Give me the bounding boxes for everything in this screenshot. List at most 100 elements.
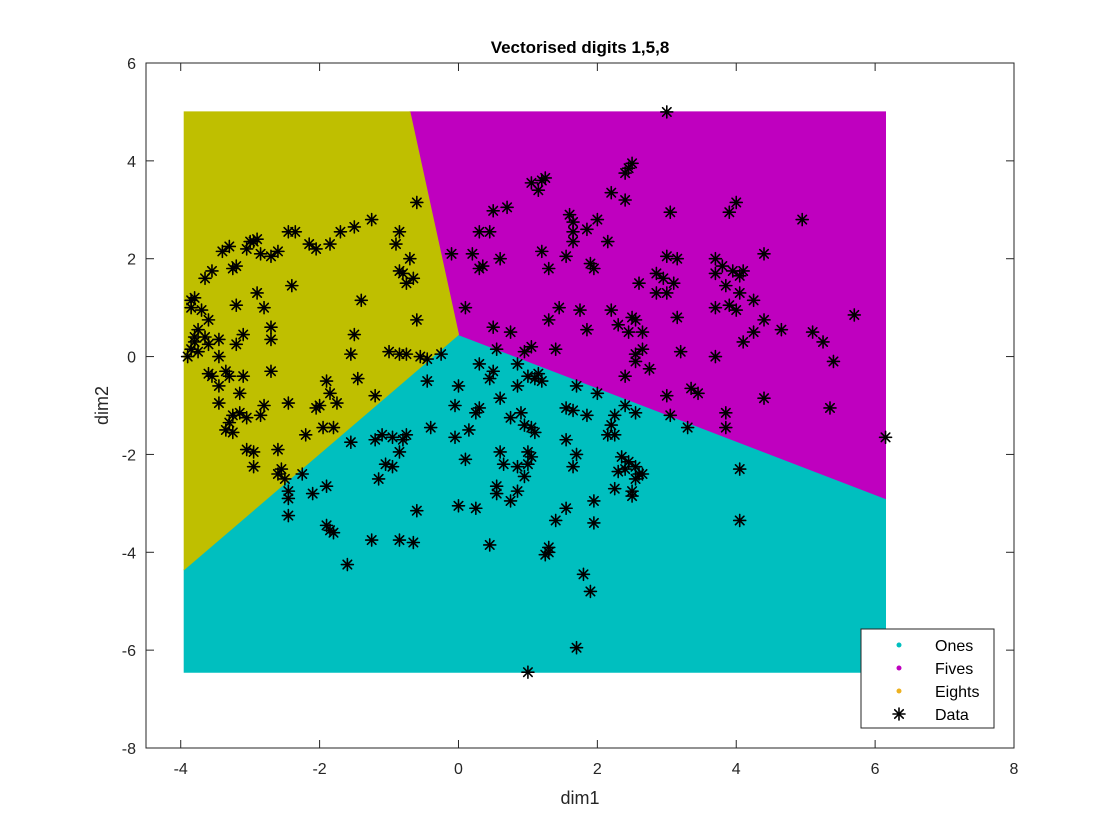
data-point xyxy=(628,313,643,327)
data-point xyxy=(635,467,650,481)
data-point xyxy=(628,406,643,420)
data-point xyxy=(319,374,334,388)
y-axis-label: dim2 xyxy=(92,386,112,425)
data-point xyxy=(278,472,292,486)
data-point xyxy=(406,535,421,550)
data-points xyxy=(180,105,893,679)
data-point xyxy=(489,486,504,501)
data-point xyxy=(732,462,747,476)
data-point xyxy=(482,538,497,552)
data-point xyxy=(271,442,285,457)
data-point xyxy=(878,430,893,445)
data-point xyxy=(590,212,605,227)
data-point xyxy=(621,454,636,469)
data-point xyxy=(528,425,542,440)
data-point xyxy=(184,300,198,315)
data-point xyxy=(281,508,296,523)
data-point xyxy=(708,349,723,364)
legend-marker-fives xyxy=(896,665,902,671)
data-point xyxy=(489,479,504,494)
data-point xyxy=(347,327,362,342)
data-point xyxy=(722,205,737,220)
data-point xyxy=(253,408,268,423)
data-point xyxy=(222,369,237,383)
data-point xyxy=(201,337,216,352)
data-point xyxy=(410,503,424,518)
data-point xyxy=(392,264,407,278)
data-point xyxy=(448,398,462,413)
data-point xyxy=(670,310,685,325)
data-point xyxy=(587,494,601,508)
data-point xyxy=(420,352,435,366)
data-point xyxy=(632,276,646,290)
data-point xyxy=(719,406,733,420)
data-point xyxy=(486,320,501,335)
data-point xyxy=(541,313,556,327)
data-point xyxy=(607,408,622,423)
data-point xyxy=(566,403,580,418)
data-point xyxy=(500,200,514,215)
data-point xyxy=(410,313,424,327)
data-point xyxy=(618,369,632,383)
data-point xyxy=(281,484,296,498)
data-point xyxy=(486,203,501,218)
data-point xyxy=(205,369,219,383)
data-point xyxy=(732,269,747,283)
data-point xyxy=(535,173,549,188)
data-point xyxy=(757,391,771,405)
data-point xyxy=(264,320,278,335)
data-point xyxy=(340,557,355,572)
data-point xyxy=(607,481,622,496)
data-point xyxy=(642,362,657,376)
data-point xyxy=(569,640,584,655)
y-tick-label: 2 xyxy=(127,252,136,269)
data-point xyxy=(559,249,573,264)
data-point xyxy=(469,406,483,420)
data-point xyxy=(746,293,761,308)
x-axis-label: dim1 xyxy=(560,788,599,808)
data-point xyxy=(305,486,320,501)
data-point xyxy=(621,325,636,339)
data-point xyxy=(472,357,487,371)
data-point xyxy=(493,391,507,405)
data-point xyxy=(805,325,820,339)
x-tick-label: -4 xyxy=(174,761,188,778)
data-point xyxy=(232,406,247,420)
data-point xyxy=(472,261,487,276)
data-point xyxy=(212,379,226,393)
data-point xyxy=(552,300,566,315)
data-point xyxy=(434,347,448,361)
data-point xyxy=(246,459,261,474)
legend-label-data: Data xyxy=(935,707,969,724)
data-point xyxy=(344,435,358,449)
data-point xyxy=(774,322,789,337)
data-point xyxy=(736,335,750,349)
data-point xyxy=(757,313,771,327)
data-point xyxy=(493,251,507,266)
data-point xyxy=(222,239,237,254)
data-point xyxy=(281,491,296,506)
data-point xyxy=(392,225,407,239)
data-point xyxy=(659,286,674,300)
data-point xyxy=(659,388,674,403)
chart-title: Vectorised digits 1,5,8 xyxy=(491,38,670,57)
data-point xyxy=(246,445,261,459)
data-point xyxy=(347,220,362,234)
data-point xyxy=(469,501,483,516)
x-tick-label: 8 xyxy=(1010,761,1019,778)
data-point xyxy=(180,349,195,364)
data-point xyxy=(719,278,733,293)
x-tick-label: 0 xyxy=(454,761,463,778)
data-point xyxy=(326,525,341,540)
y-tick-label: -4 xyxy=(122,545,136,562)
data-point xyxy=(212,332,226,347)
data-point xyxy=(385,430,400,445)
legend-box xyxy=(860,628,995,729)
data-point xyxy=(604,303,619,317)
data-point xyxy=(569,379,584,393)
data-point xyxy=(423,420,438,435)
data-point xyxy=(823,401,837,415)
data-point xyxy=(389,237,403,251)
data-point xyxy=(399,428,414,442)
legend-marker-eights xyxy=(896,688,902,694)
